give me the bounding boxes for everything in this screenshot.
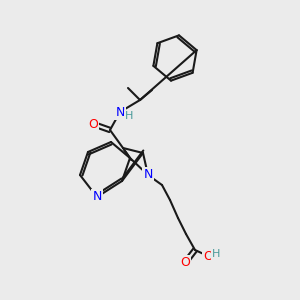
- Text: O: O: [88, 118, 98, 130]
- Text: N: N: [143, 169, 153, 182]
- Text: N: N: [92, 190, 102, 203]
- Text: O: O: [180, 256, 190, 269]
- Text: H: H: [125, 111, 133, 121]
- Text: H: H: [212, 249, 220, 259]
- Text: N: N: [115, 106, 125, 118]
- Text: O: O: [203, 250, 213, 262]
